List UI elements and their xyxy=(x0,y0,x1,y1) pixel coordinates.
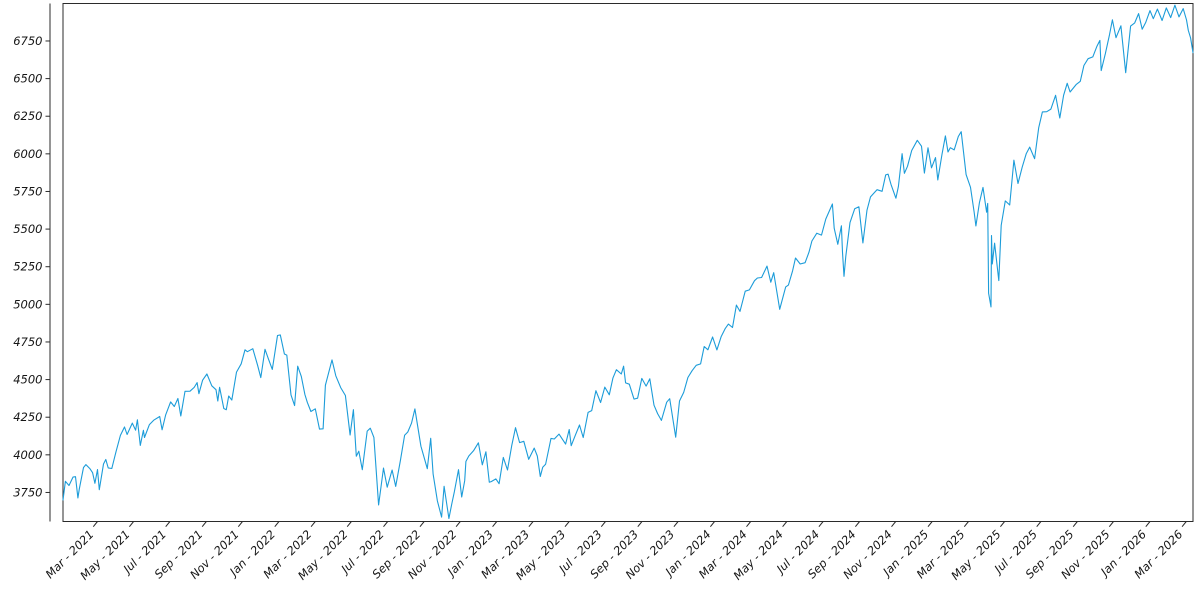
x-tick xyxy=(419,521,425,528)
x-tick xyxy=(1181,521,1187,528)
x-tick xyxy=(310,521,316,528)
y-tick-label: 6500 xyxy=(13,72,42,86)
x-tick xyxy=(455,521,461,528)
y-tick-label: 6000 xyxy=(13,147,42,161)
x-tick xyxy=(528,521,534,528)
x-tick xyxy=(855,521,860,528)
x-tick xyxy=(1072,521,1078,528)
x-tick xyxy=(237,521,243,528)
x-tick xyxy=(201,521,207,528)
x-tick xyxy=(92,521,98,528)
x-tick xyxy=(274,521,280,528)
y-tick-label: 4500 xyxy=(13,373,42,387)
x-tick xyxy=(346,521,352,528)
y-tick-label: 5750 xyxy=(13,184,42,198)
y-axis: 3750 4000 4250 4500 4750 5000 5250 5500 5750 6000… xyxy=(13,34,50,499)
y-tick-label: 5250 xyxy=(13,260,42,274)
x-tick xyxy=(1000,521,1005,528)
x-tick xyxy=(891,521,897,528)
x-tick xyxy=(1108,521,1114,528)
x-tick xyxy=(782,521,788,528)
y-tick-label: 4750 xyxy=(13,335,42,349)
x-tick xyxy=(746,521,752,528)
x-tick xyxy=(927,521,933,528)
y-tick-label: 6750 xyxy=(13,34,42,48)
x-tick xyxy=(165,521,171,528)
x-tick xyxy=(1145,521,1151,528)
x-tick xyxy=(129,521,134,528)
x-tick xyxy=(963,521,969,528)
x-tick xyxy=(709,521,715,528)
y-tick-label: 3750 xyxy=(13,485,42,499)
y-tick-label: 4000 xyxy=(13,448,42,462)
x-tick xyxy=(600,521,606,528)
x-tick xyxy=(673,521,679,528)
y-tick-label: 5500 xyxy=(13,222,42,236)
x-tick xyxy=(383,521,389,528)
plot-border xyxy=(62,3,1194,522)
y-tick-label: 6250 xyxy=(13,109,42,123)
y-tick-label: 4250 xyxy=(13,410,42,424)
x-tick xyxy=(1036,521,1042,528)
x-tick xyxy=(564,521,570,528)
y-tick-label: 5000 xyxy=(13,297,42,311)
x-tick xyxy=(818,521,824,528)
x-tick xyxy=(637,521,643,528)
x-tick xyxy=(492,521,498,528)
price-line-series xyxy=(62,4,1194,520)
